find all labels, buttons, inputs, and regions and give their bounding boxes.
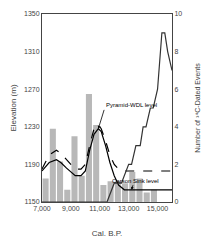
svg-text:1350: 1350 [24,10,40,17]
svg-text:15,000: 15,000 [147,205,169,212]
svg-text:Carson Sink level: Carson Sink level [112,178,159,184]
svg-text:Elevation (m): Elevation (m) [9,84,18,131]
svg-text:1150: 1150 [25,198,40,205]
svg-text:8: 8 [174,48,178,55]
svg-text:1270: 1270 [24,86,40,93]
svg-text:1190: 1190 [25,161,40,168]
svg-text:7,000: 7,000 [33,205,51,212]
svg-text:11,000: 11,000 [89,205,110,212]
svg-text:1230: 1230 [24,123,40,130]
svg-text:Number of ¹⁴C-Dated Events: Number of ¹⁴C-Dated Events [194,63,201,153]
svg-text:13,000: 13,000 [118,205,140,212]
svg-text:Pyramid-WDL level: Pyramid-WDL level [106,102,157,108]
svg-text:4: 4 [174,123,178,130]
svg-text:2: 2 [174,161,178,168]
svg-text:6: 6 [174,86,178,93]
svg-text:1310: 1310 [24,48,40,55]
svg-text:10: 10 [174,10,182,17]
svg-text:0: 0 [174,198,178,205]
svg-text:9,000: 9,000 [62,205,80,212]
svg-text:Cal. B.P.: Cal. B.P. [92,229,123,238]
